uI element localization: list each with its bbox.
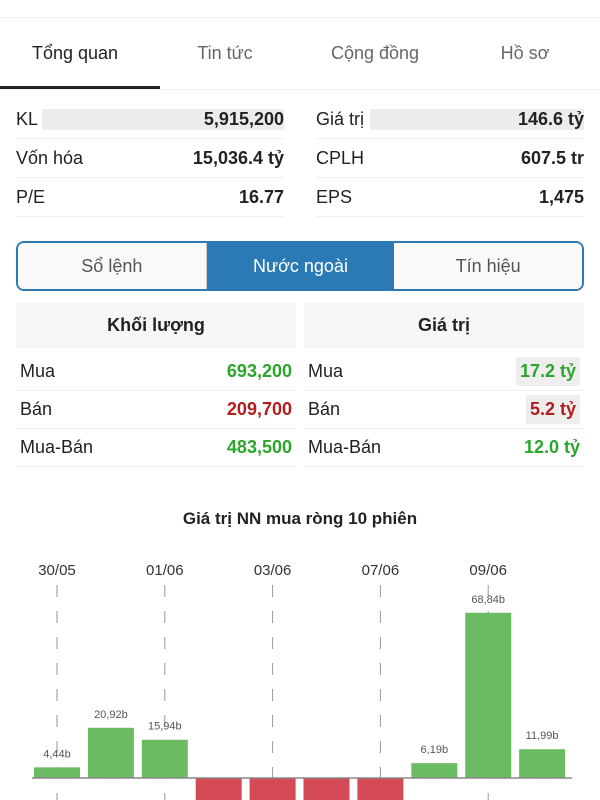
bar-negative bbox=[249, 778, 296, 800]
row-value: 12.0 tỷ bbox=[523, 437, 580, 457]
row-label: Bán bbox=[20, 399, 53, 419]
net-buy-chart: 30/05 01/06 03/06 07/06 09/06 4,44b 20,92b 15,9… bbox=[32, 562, 572, 800]
table-row: Mua 17.2 tỷ bbox=[304, 353, 584, 391]
bar-value-label: 15,94b bbox=[148, 721, 182, 733]
segment-order-book[interactable]: Sổ lệnh bbox=[18, 243, 207, 289]
row-label: Mua bbox=[308, 361, 344, 381]
stats-grid: KL 5,915,200 Vốn hóa 15,036.4 tỷ P/E 16.77 … bbox=[16, 100, 584, 217]
stat-label: EPS bbox=[316, 186, 353, 207]
stat-row: P/E 16.77 bbox=[16, 178, 284, 217]
row-label: Mua-Bán bbox=[308, 437, 382, 457]
row-value: 483,500 bbox=[226, 437, 292, 457]
segmented-control: Sổ lệnh Nước ngoài Tín hiệu bbox=[16, 241, 584, 291]
stat-value: 5,915,200 bbox=[199, 108, 284, 130]
bar-value-label: 4,44b bbox=[43, 748, 71, 760]
bar-value-label: 20,92b bbox=[94, 709, 128, 721]
value-header: Giá trị bbox=[304, 303, 584, 348]
tab-community[interactable]: Cộng đồng bbox=[330, 43, 420, 63]
stat-label: KL bbox=[16, 108, 200, 130]
bar-positive bbox=[141, 739, 188, 778]
table-row: Mua-Bán 12.0 tỷ bbox=[304, 429, 584, 467]
stat-row: CPLH 607.5 tr bbox=[316, 139, 584, 178]
row-value: 209,700 bbox=[226, 399, 292, 419]
tab-overview[interactable]: Tổng quan bbox=[0, 18, 160, 89]
stat-value: 15,036.4 tỷ bbox=[192, 147, 284, 168]
tab-news[interactable]: Tin tức bbox=[197, 43, 253, 63]
stat-row: Giá trị 146.6 tỷ bbox=[316, 100, 584, 139]
bar-positive bbox=[465, 612, 512, 778]
table-row: Bán 209,700 bbox=[16, 391, 296, 429]
row-label: Bán bbox=[308, 399, 341, 419]
stat-value: 16.77 bbox=[238, 186, 284, 207]
chart-title: Giá trị NN mua ròng 10 phiên bbox=[182, 509, 418, 528]
row-value: 693,200 bbox=[226, 361, 292, 381]
bar-positive bbox=[34, 767, 80, 778]
stat-value: 146.6 tỷ bbox=[513, 108, 584, 130]
stat-row: KL 5,915,200 bbox=[16, 100, 284, 139]
main-tabs: Tổng quan Tin tức Cộng đồng Hồ sơ bbox=[0, 18, 600, 90]
date-tick-label: 30/05 bbox=[38, 562, 76, 579]
stat-value: 607.5 tr bbox=[520, 147, 584, 168]
stat-label: P/E bbox=[16, 186, 46, 207]
tab-profile[interactable]: Hồ sơ bbox=[500, 43, 550, 63]
bar-value-label: 6,19b bbox=[421, 744, 449, 756]
date-tick-label: 03/06 bbox=[254, 562, 292, 579]
bar-value-label: 11,99b bbox=[526, 730, 559, 742]
stat-label: Giá trị bbox=[316, 108, 514, 130]
segment-signals[interactable]: Tín hiệu bbox=[394, 243, 582, 289]
table-row: Mua 693,200 bbox=[16, 353, 296, 391]
bar-value-label: 68,84b bbox=[471, 594, 505, 606]
stat-label: Vốn hóa bbox=[16, 147, 84, 168]
bar-positive bbox=[411, 763, 458, 778]
date-tick-label: 09/06 bbox=[469, 562, 507, 579]
date-tick-label: 01/06 bbox=[146, 562, 184, 579]
row-label: Mua bbox=[20, 361, 56, 381]
bar-positive bbox=[87, 727, 134, 778]
top-bar bbox=[0, 0, 600, 18]
volume-header: Khối lượng bbox=[16, 303, 296, 348]
bar-negative bbox=[357, 778, 404, 800]
date-tick-label: 07/06 bbox=[362, 562, 400, 579]
stat-row: EPS 1,475 bbox=[316, 178, 584, 217]
stat-row: Vốn hóa 15,036.4 tỷ bbox=[16, 139, 284, 178]
row-value: 17.2 tỷ bbox=[515, 357, 580, 386]
bar-negative bbox=[303, 778, 350, 800]
stat-label: CPLH bbox=[316, 147, 365, 168]
row-label: Mua-Bán bbox=[20, 437, 94, 457]
bar-positive bbox=[519, 749, 566, 778]
foreign-table: Khối lượng Mua 693,200 Bán 209,700 Mua-Bán… bbox=[16, 303, 584, 467]
bar-negative bbox=[195, 778, 242, 800]
row-value: 5.2 tỷ bbox=[525, 395, 580, 424]
table-row: Bán 5.2 tỷ bbox=[304, 391, 584, 429]
table-row: Mua-Bán 483,500 bbox=[16, 429, 296, 467]
stat-value: 1,475 bbox=[538, 186, 584, 207]
segment-foreign[interactable]: Nước ngoài bbox=[206, 243, 395, 289]
